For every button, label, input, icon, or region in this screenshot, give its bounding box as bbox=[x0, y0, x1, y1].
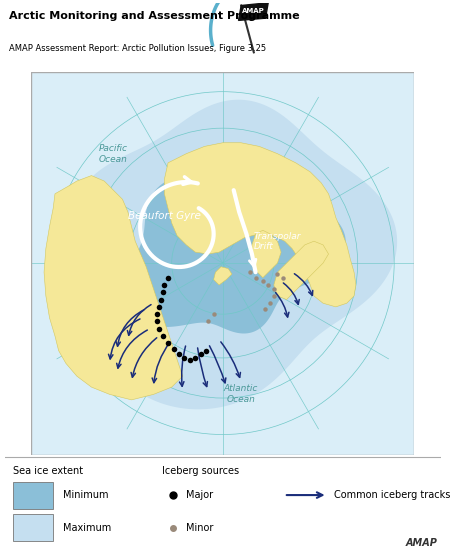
Text: Iceberg sources: Iceberg sources bbox=[162, 466, 239, 476]
Polygon shape bbox=[214, 267, 232, 285]
Bar bbox=[13, 515, 53, 541]
Polygon shape bbox=[164, 143, 356, 307]
Text: Atlantic
Ocean: Atlantic Ocean bbox=[224, 385, 258, 404]
Text: Minor: Minor bbox=[186, 523, 213, 533]
Polygon shape bbox=[44, 176, 183, 400]
Text: AMAP: AMAP bbox=[406, 538, 438, 548]
Text: Major: Major bbox=[186, 490, 213, 500]
Text: Minimum: Minimum bbox=[63, 490, 109, 500]
Polygon shape bbox=[197, 163, 234, 230]
Text: AMAP: AMAP bbox=[243, 8, 265, 14]
Polygon shape bbox=[254, 159, 270, 176]
Text: Beaufort Gyre: Beaufort Gyre bbox=[128, 210, 201, 221]
Text: Sea ice extent: Sea ice extent bbox=[13, 466, 83, 476]
Bar bbox=[13, 482, 53, 509]
Text: Maximum: Maximum bbox=[63, 523, 112, 533]
Polygon shape bbox=[238, 3, 268, 20]
Text: AMAP Assessment Report: Arctic Pollution Issues, Figure 3.25: AMAP Assessment Report: Arctic Pollution… bbox=[9, 45, 266, 53]
Text: Common iceberg tracks: Common iceberg tracks bbox=[334, 490, 450, 500]
Polygon shape bbox=[252, 230, 281, 278]
Polygon shape bbox=[288, 168, 303, 186]
Text: Pacific
Ocean: Pacific Ocean bbox=[99, 144, 128, 164]
Polygon shape bbox=[274, 241, 328, 300]
Text: Arctic Monitoring and Assessment Programme: Arctic Monitoring and Assessment Program… bbox=[9, 11, 300, 21]
Text: Transpolar
Drift: Transpolar Drift bbox=[254, 231, 301, 251]
Polygon shape bbox=[125, 159, 346, 333]
Polygon shape bbox=[68, 100, 397, 409]
